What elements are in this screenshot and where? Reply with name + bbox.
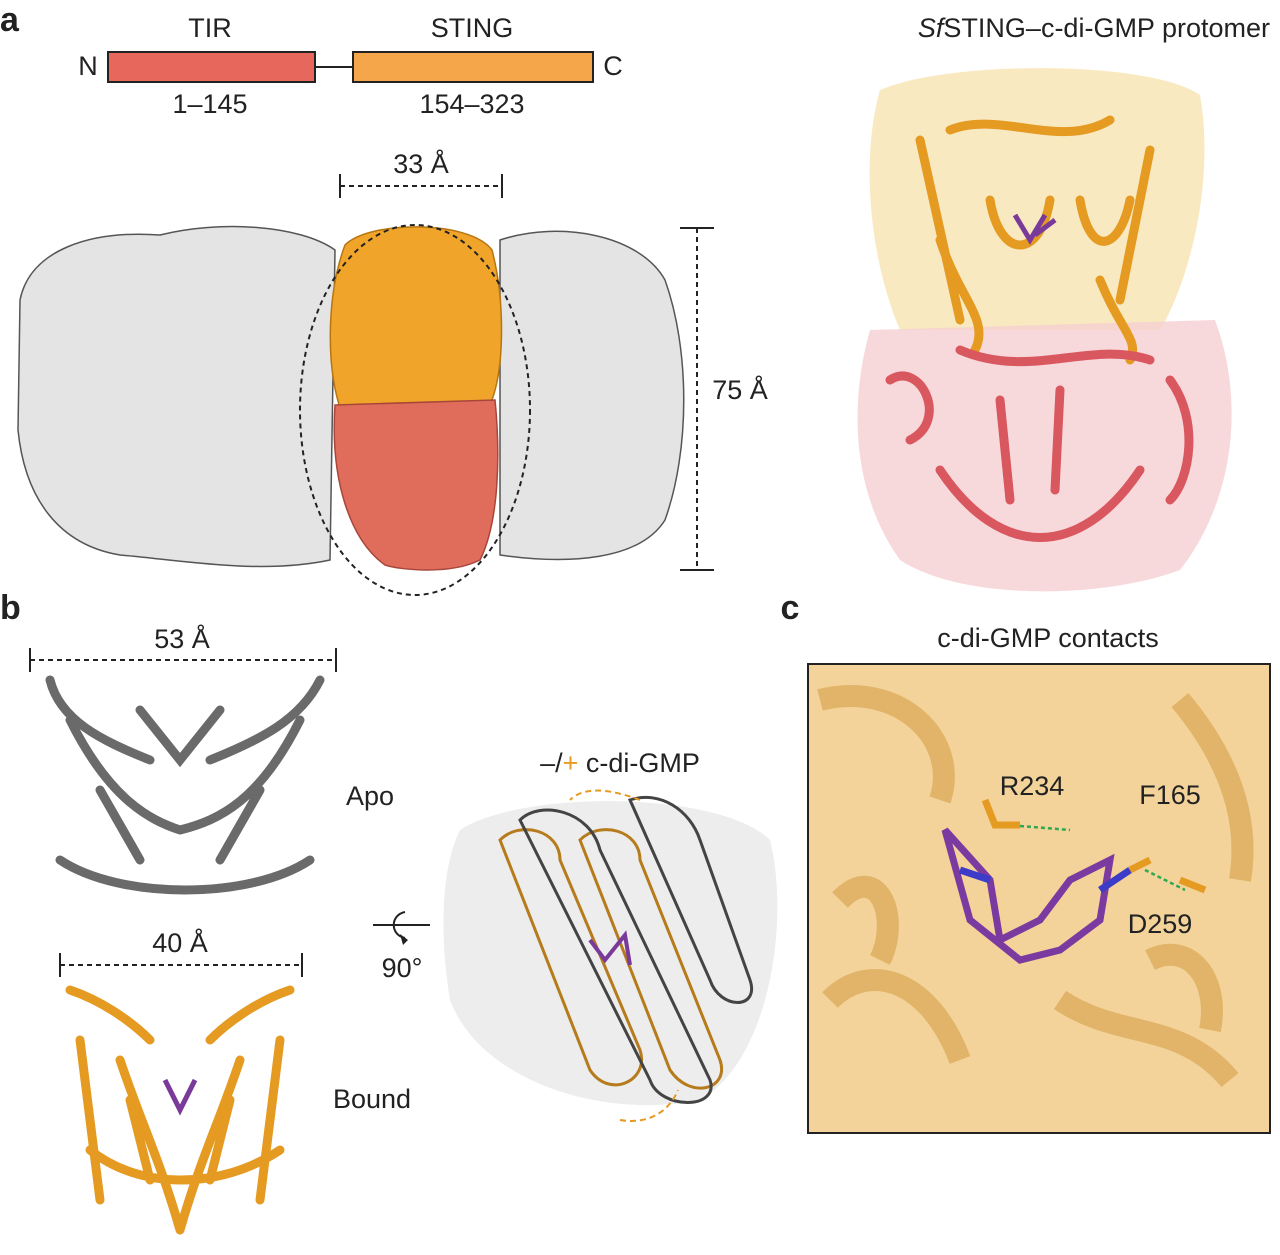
width-label: 33 Å bbox=[393, 148, 449, 179]
shape bbox=[1019, 824, 1186, 892]
bound-ruler bbox=[59, 953, 303, 977]
cryo-em-map bbox=[17, 224, 685, 596]
shape bbox=[981, 798, 1020, 829]
contacts-title: c-di-GMP contacts bbox=[937, 623, 1159, 653]
shape bbox=[627, 795, 754, 1004]
protomer-structure bbox=[857, 68, 1232, 592]
panel-label: c bbox=[781, 589, 800, 627]
shape bbox=[588, 930, 632, 966]
bound-structure bbox=[65, 985, 295, 1235]
apo-width: 53 Å bbox=[154, 623, 210, 654]
shape bbox=[518, 808, 713, 1104]
shape bbox=[162, 1078, 198, 1116]
tir-domain bbox=[107, 51, 316, 83]
title-plus: + bbox=[563, 748, 579, 778]
c-term: C bbox=[603, 51, 623, 81]
shape bbox=[45, 675, 325, 895]
height-label: 75 Å bbox=[712, 374, 768, 405]
shape bbox=[329, 226, 503, 409]
domain-name: TIR bbox=[188, 13, 232, 43]
shape bbox=[569, 789, 641, 801]
rotation-label: 90° bbox=[382, 953, 423, 983]
shape bbox=[915, 115, 1155, 365]
shape bbox=[333, 399, 499, 571]
shape bbox=[499, 230, 685, 561]
apo-ruler bbox=[29, 648, 337, 672]
residue-label: D259 bbox=[1128, 909, 1193, 939]
title-rest: STING–c-di-GMP protomer bbox=[943, 13, 1270, 43]
domain-name: STING bbox=[431, 13, 514, 43]
shape bbox=[400, 934, 408, 945]
shape bbox=[1012, 213, 1057, 245]
panel-label: b bbox=[0, 589, 21, 627]
overlay-title: –/+ c-di-GMP bbox=[540, 748, 700, 778]
domain-range: 154–323 bbox=[419, 89, 524, 119]
overlay-structure bbox=[443, 789, 778, 1122]
contacts-view bbox=[807, 663, 1271, 1134]
apo-label: Apo bbox=[346, 781, 394, 811]
title-rest: c-di-GMP bbox=[578, 748, 700, 778]
shape bbox=[941, 827, 1115, 964]
width-ruler bbox=[339, 174, 503, 198]
italic-part: Sf bbox=[918, 13, 946, 43]
shape bbox=[958, 866, 1132, 893]
sting-domain bbox=[352, 51, 594, 83]
shape bbox=[857, 320, 1232, 592]
shape bbox=[817, 685, 1254, 1088]
rotation-icon bbox=[373, 911, 430, 945]
shape bbox=[17, 225, 336, 568]
shape bbox=[885, 345, 1194, 542]
apo-structure bbox=[45, 675, 325, 895]
bound-width: 40 Å bbox=[152, 927, 208, 958]
residue-label: F165 bbox=[1139, 780, 1201, 810]
title-prefix: –/ bbox=[540, 748, 563, 778]
shape bbox=[578, 828, 724, 1090]
shape bbox=[869, 68, 1205, 331]
residue-label: R234 bbox=[1000, 771, 1065, 801]
height-ruler bbox=[680, 227, 714, 571]
bound-label: Bound bbox=[333, 1084, 411, 1114]
shape bbox=[65, 985, 295, 1235]
shape bbox=[299, 224, 531, 596]
panel-label: a bbox=[0, 1, 20, 39]
shape bbox=[619, 1089, 679, 1122]
domain-range: 1–145 bbox=[172, 89, 247, 119]
protomer-title: SfSTING–c-di-GMP protomer bbox=[918, 13, 1270, 43]
shape bbox=[1128, 856, 1207, 894]
n-term: N bbox=[78, 51, 98, 81]
